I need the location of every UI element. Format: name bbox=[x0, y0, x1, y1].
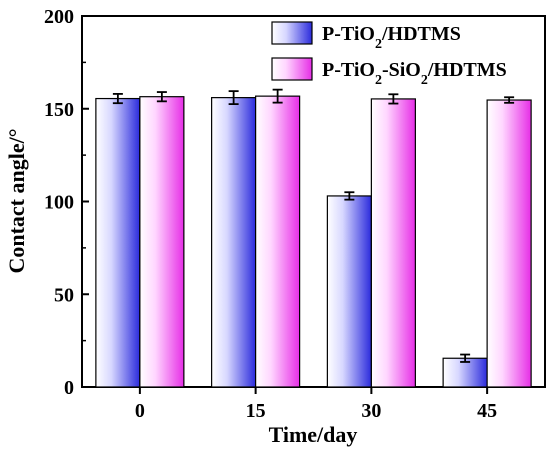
bar bbox=[326, 195, 372, 388]
bar bbox=[95, 97, 141, 388]
y-tick-label: 50 bbox=[54, 284, 74, 306]
y-tick-label: 100 bbox=[44, 192, 74, 214]
bar bbox=[486, 99, 532, 388]
bar bbox=[211, 97, 257, 388]
legend-swatch bbox=[271, 21, 313, 45]
legend-label: P-TiO2-SiO2/HDTMS bbox=[322, 59, 507, 88]
x-tick-label: 0 bbox=[135, 400, 145, 422]
x-axis-title: Time/day bbox=[269, 422, 358, 447]
legend-swatch bbox=[271, 57, 313, 81]
y-tick-label: 200 bbox=[44, 6, 74, 28]
x-tick-label: 30 bbox=[361, 400, 381, 422]
bar bbox=[370, 98, 416, 388]
x-tick-label: 15 bbox=[246, 400, 266, 422]
bar bbox=[255, 95, 301, 388]
y-axis-title: Contact angle/° bbox=[4, 128, 29, 273]
x-tick-label: 45 bbox=[477, 400, 497, 422]
y-tick-label: 0 bbox=[64, 377, 74, 399]
bars-group bbox=[95, 88, 532, 388]
bar bbox=[139, 96, 185, 388]
legend-label: P-TiO2/HDTMS bbox=[322, 23, 461, 52]
y-tick-label: 150 bbox=[44, 99, 74, 121]
legend: P-TiO2/HDTMS P-TiO2-SiO2/HDTMS bbox=[271, 21, 507, 88]
bar bbox=[442, 357, 488, 388]
